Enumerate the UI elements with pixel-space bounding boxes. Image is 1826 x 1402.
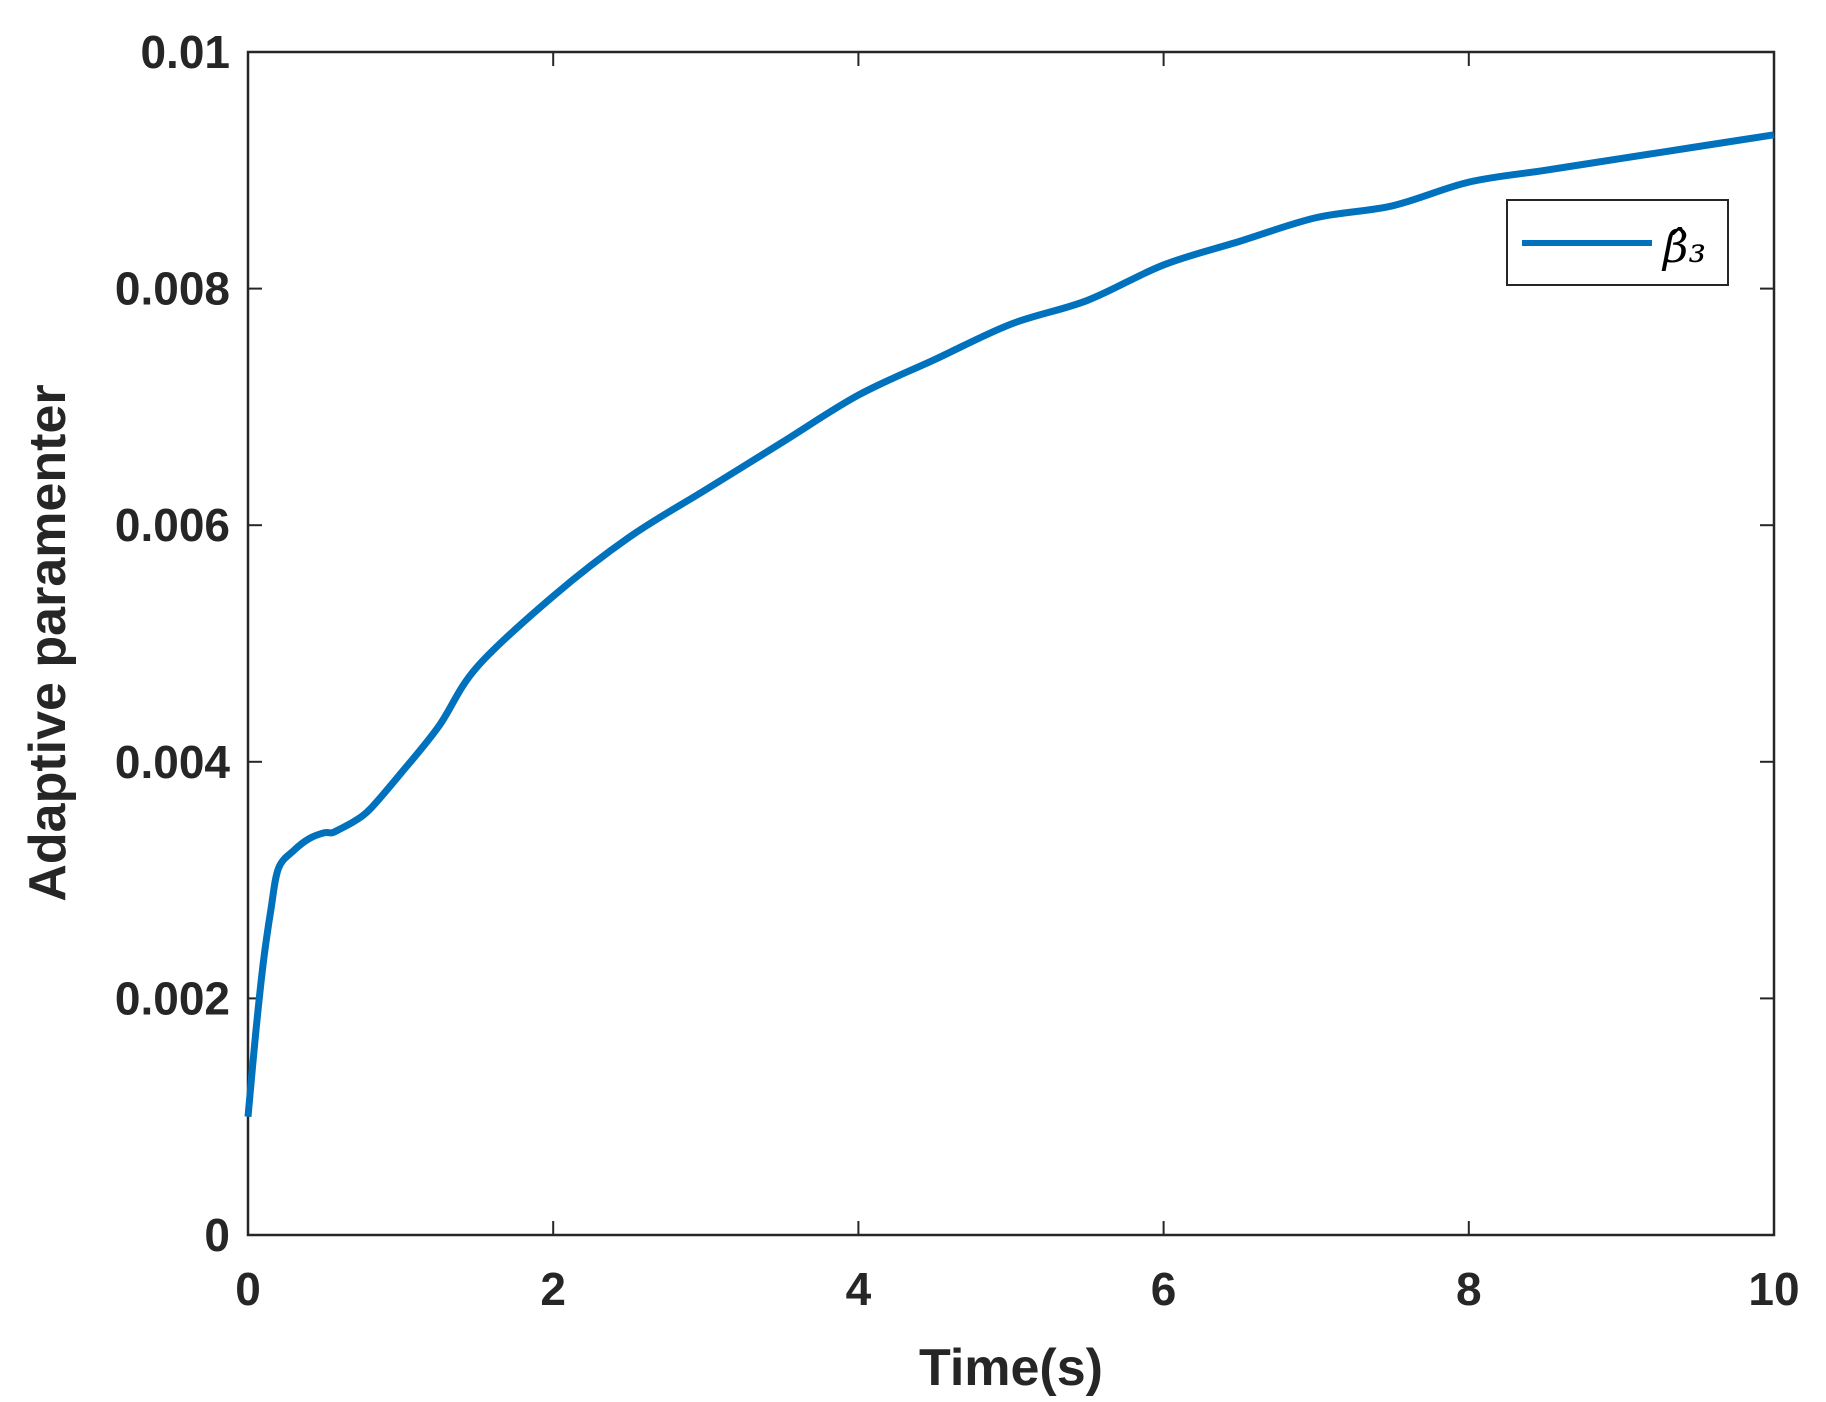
y-tick-label: 0.002 (115, 972, 230, 1024)
x-tick-label: 4 (846, 1263, 872, 1315)
series-line-beta-hat-3 (244, 131, 1775, 1118)
y-tick-label: 0 (204, 1209, 230, 1261)
y-tick-label: 0.008 (115, 263, 230, 315)
legend: β̂₃ (1506, 199, 1729, 286)
y-axis-label: Adaptive paramenter (19, 384, 77, 901)
x-tick-label: 0 (235, 1263, 261, 1315)
y-tick-label: 0.01 (140, 26, 230, 78)
y-tick-label: 0.006 (115, 499, 230, 551)
legend-entry-beta-hat-3: β̂₃ (1661, 222, 1706, 273)
x-tick-label: 8 (1456, 1263, 1482, 1315)
x-tick-label: 10 (1748, 1263, 1799, 1315)
series-layer (244, 131, 1775, 1118)
x-tick-label: 2 (540, 1263, 566, 1315)
y-tick-label: 0.004 (115, 736, 231, 788)
x-axis-ticks: 0 2 4 6 8 10 (235, 52, 1800, 1315)
y-axis-ticks: 0 0.002 0.004 0.006 0.008 0.01 (115, 26, 1774, 1261)
x-tick-label: 6 (1151, 1263, 1177, 1315)
x-axis-label: Time(s) (919, 1339, 1103, 1397)
